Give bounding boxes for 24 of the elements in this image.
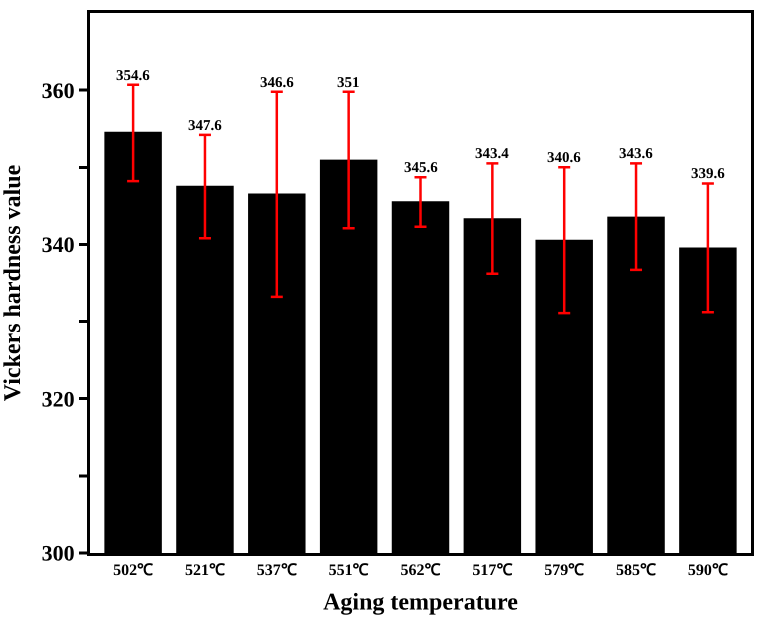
annotation: 346.6	[260, 75, 294, 91]
y-tick-label: 320	[42, 386, 75, 412]
x-tick-label: 502℃	[113, 562, 154, 580]
x-tick-label: 521℃	[184, 562, 225, 580]
annotation: 354.6	[116, 68, 150, 84]
annotation: 343.4	[475, 146, 510, 162]
x-tick-label: 590℃	[688, 562, 728, 580]
x-tick-label: 579℃	[544, 562, 584, 580]
y-tick-label: 340	[42, 232, 75, 258]
x-tick-label: 562℃	[400, 562, 440, 580]
x-tick-label: 585℃	[616, 562, 656, 580]
y-tick-label: 360	[42, 78, 75, 103]
annotation: 345.6	[404, 160, 438, 176]
x-tick-label: 551℃	[328, 562, 369, 580]
y-tick-label: 300	[42, 540, 75, 566]
annotation: 343.6	[619, 146, 654, 162]
x-tick-label: 537℃	[256, 562, 297, 580]
annotation: 347.6	[188, 118, 222, 134]
x-tick-label: 517℃	[472, 562, 512, 580]
annotation: 351	[337, 75, 360, 91]
annotation: 339.6	[691, 166, 726, 182]
annotation: 340.6	[547, 150, 582, 166]
y-axis-title: Vickers hardness value	[0, 164, 26, 402]
x-axis-title: Aging temperature	[323, 590, 518, 616]
